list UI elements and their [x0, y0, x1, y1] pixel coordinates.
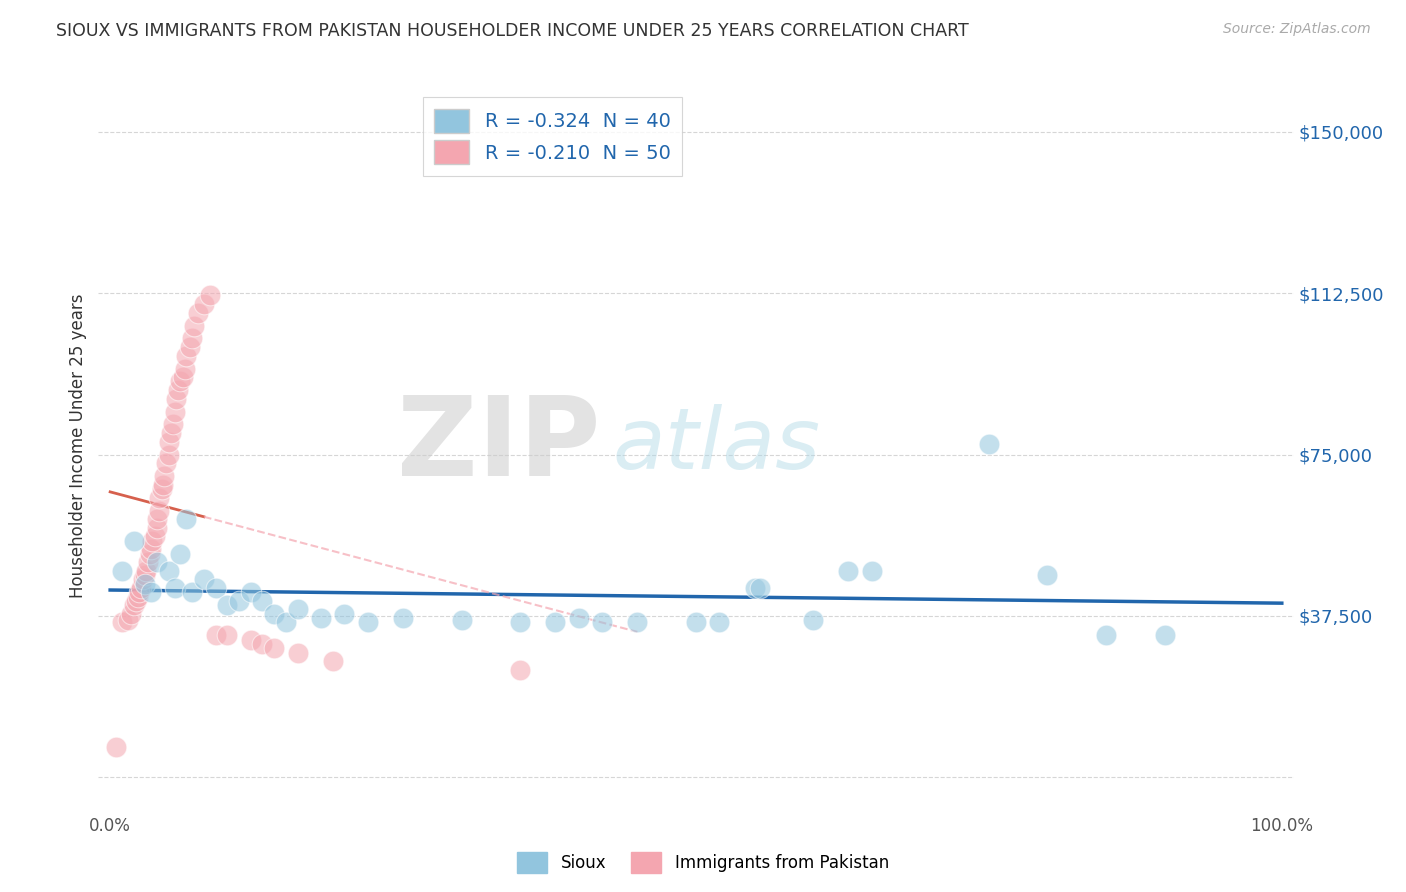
Sioux: [157, 564, 180, 578]
Immigrants from Pakistan: [252, 637, 274, 651]
Immigrants from Pakistan: [174, 361, 197, 376]
Immigrants from Pakistan: [135, 564, 157, 578]
Immigrants from Pakistan: [152, 477, 174, 491]
Immigrants from Pakistan: [132, 573, 155, 587]
Sioux: [860, 564, 883, 578]
Sioux: [744, 581, 766, 595]
Immigrants from Pakistan: [217, 628, 239, 642]
Sioux: [134, 576, 156, 591]
Immigrants from Pakistan: [263, 641, 285, 656]
Text: atlas: atlas: [613, 404, 820, 488]
Sioux: [193, 573, 215, 587]
Immigrants from Pakistan: [172, 370, 194, 384]
Immigrants from Pakistan: [157, 434, 180, 449]
Sioux: [709, 615, 731, 630]
Immigrants from Pakistan: [183, 318, 205, 333]
Sioux: [181, 585, 204, 599]
Sioux: [252, 594, 274, 608]
Immigrants from Pakistan: [153, 469, 176, 483]
Immigrants from Pakistan: [157, 448, 180, 462]
Immigrants from Pakistan: [155, 456, 177, 470]
Immigrants from Pakistan: [322, 654, 344, 668]
Immigrants from Pakistan: [136, 555, 159, 569]
Immigrants from Pakistan: [239, 632, 262, 647]
Immigrants from Pakistan: [120, 607, 142, 621]
Sioux: [169, 547, 191, 561]
Immigrants from Pakistan: [193, 297, 215, 311]
Immigrants from Pakistan: [204, 628, 226, 642]
Immigrants from Pakistan: [134, 568, 156, 582]
Immigrants from Pakistan: [198, 288, 221, 302]
Immigrants from Pakistan: [127, 590, 149, 604]
Sioux: [568, 611, 591, 625]
Immigrants from Pakistan: [146, 521, 169, 535]
Sioux: [122, 533, 145, 548]
Sioux: [141, 585, 163, 599]
Sioux: [801, 613, 824, 627]
Immigrants from Pakistan: [287, 646, 309, 660]
Immigrants from Pakistan: [146, 512, 169, 526]
Sioux: [837, 564, 859, 578]
Immigrants from Pakistan: [128, 585, 150, 599]
Sioux: [977, 437, 1000, 451]
Sioux: [544, 615, 567, 630]
Legend: Sioux, Immigrants from Pakistan: Sioux, Immigrants from Pakistan: [510, 846, 896, 880]
Immigrants from Pakistan: [509, 663, 531, 677]
Sioux: [685, 615, 707, 630]
Immigrants from Pakistan: [148, 503, 170, 517]
Immigrants from Pakistan: [111, 615, 134, 630]
Sioux: [626, 615, 648, 630]
Immigrants from Pakistan: [179, 340, 201, 354]
Sioux: [1153, 628, 1175, 642]
Sioux: [228, 594, 250, 608]
Immigrants from Pakistan: [163, 404, 186, 418]
Sioux: [217, 598, 239, 612]
Immigrants from Pakistan: [148, 491, 170, 505]
Sioux: [392, 611, 415, 625]
Sioux: [357, 615, 380, 630]
Sioux: [287, 602, 309, 616]
Immigrants from Pakistan: [165, 392, 187, 406]
Sioux: [591, 615, 613, 630]
Sioux: [174, 512, 197, 526]
Sioux: [263, 607, 285, 621]
Sioux: [1036, 568, 1059, 582]
Immigrants from Pakistan: [139, 547, 162, 561]
Sioux: [163, 581, 186, 595]
Immigrants from Pakistan: [174, 349, 197, 363]
Legend: R = -0.324  N = 40, R = -0.210  N = 50: R = -0.324 N = 40, R = -0.210 N = 50: [423, 97, 682, 176]
Immigrants from Pakistan: [141, 542, 163, 557]
Immigrants from Pakistan: [129, 581, 152, 595]
Y-axis label: Householder Income Under 25 years: Householder Income Under 25 years: [69, 293, 87, 599]
Immigrants from Pakistan: [122, 598, 145, 612]
Immigrants from Pakistan: [167, 383, 190, 397]
Immigrants from Pakistan: [125, 594, 148, 608]
Sioux: [309, 611, 332, 625]
Text: SIOUX VS IMMIGRANTS FROM PAKISTAN HOUSEHOLDER INCOME UNDER 25 YEARS CORRELATION : SIOUX VS IMMIGRANTS FROM PAKISTAN HOUSEH…: [56, 22, 969, 40]
Immigrants from Pakistan: [160, 426, 183, 441]
Immigrants from Pakistan: [141, 533, 163, 548]
Sioux: [204, 581, 226, 595]
Sioux: [274, 615, 297, 630]
Sioux: [1095, 628, 1118, 642]
Text: Source: ZipAtlas.com: Source: ZipAtlas.com: [1223, 22, 1371, 37]
Text: ZIP: ZIP: [396, 392, 600, 500]
Sioux: [111, 564, 134, 578]
Sioux: [146, 555, 169, 569]
Immigrants from Pakistan: [117, 613, 139, 627]
Immigrants from Pakistan: [143, 529, 166, 543]
Immigrants from Pakistan: [169, 375, 191, 389]
Immigrants from Pakistan: [150, 482, 173, 496]
Immigrants from Pakistan: [187, 305, 209, 319]
Immigrants from Pakistan: [181, 331, 204, 345]
Immigrants from Pakistan: [105, 740, 128, 755]
Sioux: [749, 581, 772, 595]
Immigrants from Pakistan: [162, 417, 184, 432]
Sioux: [450, 613, 472, 627]
Sioux: [509, 615, 531, 630]
Sioux: [239, 585, 262, 599]
Sioux: [333, 607, 356, 621]
